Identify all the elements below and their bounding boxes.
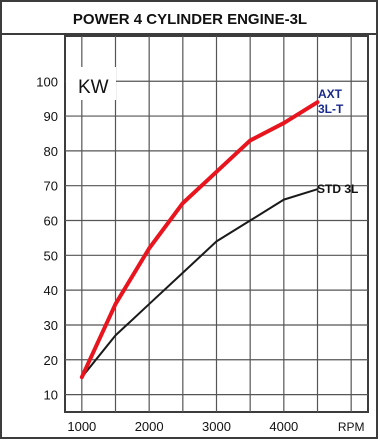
y-tick-label: 10 bbox=[44, 388, 58, 403]
series-lines bbox=[79, 100, 320, 380]
y-tick-label: 30 bbox=[44, 318, 58, 333]
y-tick-label: 70 bbox=[44, 179, 58, 194]
series-label-axt: AXT bbox=[318, 87, 343, 101]
y-tick-label: 100 bbox=[36, 74, 58, 89]
series-line-1 bbox=[79, 100, 320, 380]
ylabel-box bbox=[66, 67, 116, 100]
series-line-0 bbox=[80, 188, 319, 379]
y-tick-label: 40 bbox=[44, 283, 58, 298]
y-tick-label: 80 bbox=[44, 144, 58, 159]
chart-title: POWER 4 CYLINDER ENGINE-3L bbox=[73, 11, 307, 28]
x-tick-label: 2000 bbox=[135, 419, 164, 434]
y-tick-label: 50 bbox=[44, 248, 58, 263]
x-tick-label: 1000 bbox=[67, 419, 96, 434]
series-label-axt-line2: 3L-T bbox=[318, 102, 344, 116]
grid bbox=[65, 36, 368, 412]
series-label-std: STD 3L bbox=[317, 182, 358, 196]
y-tick-label: 90 bbox=[44, 109, 58, 124]
x-tick-label: 3000 bbox=[202, 419, 231, 434]
y-tick-label: 20 bbox=[44, 353, 58, 368]
x-axis-label: RPM bbox=[338, 420, 365, 434]
tick-labels: 1000 2000 3000 4000 RPM 10 20 30 40 50 60 70 80 90 100 bbox=[36, 74, 364, 434]
x-tick-label: 4000 bbox=[269, 419, 298, 434]
y-tick-label: 60 bbox=[44, 214, 58, 229]
y-axis-label: KW bbox=[78, 77, 109, 98]
